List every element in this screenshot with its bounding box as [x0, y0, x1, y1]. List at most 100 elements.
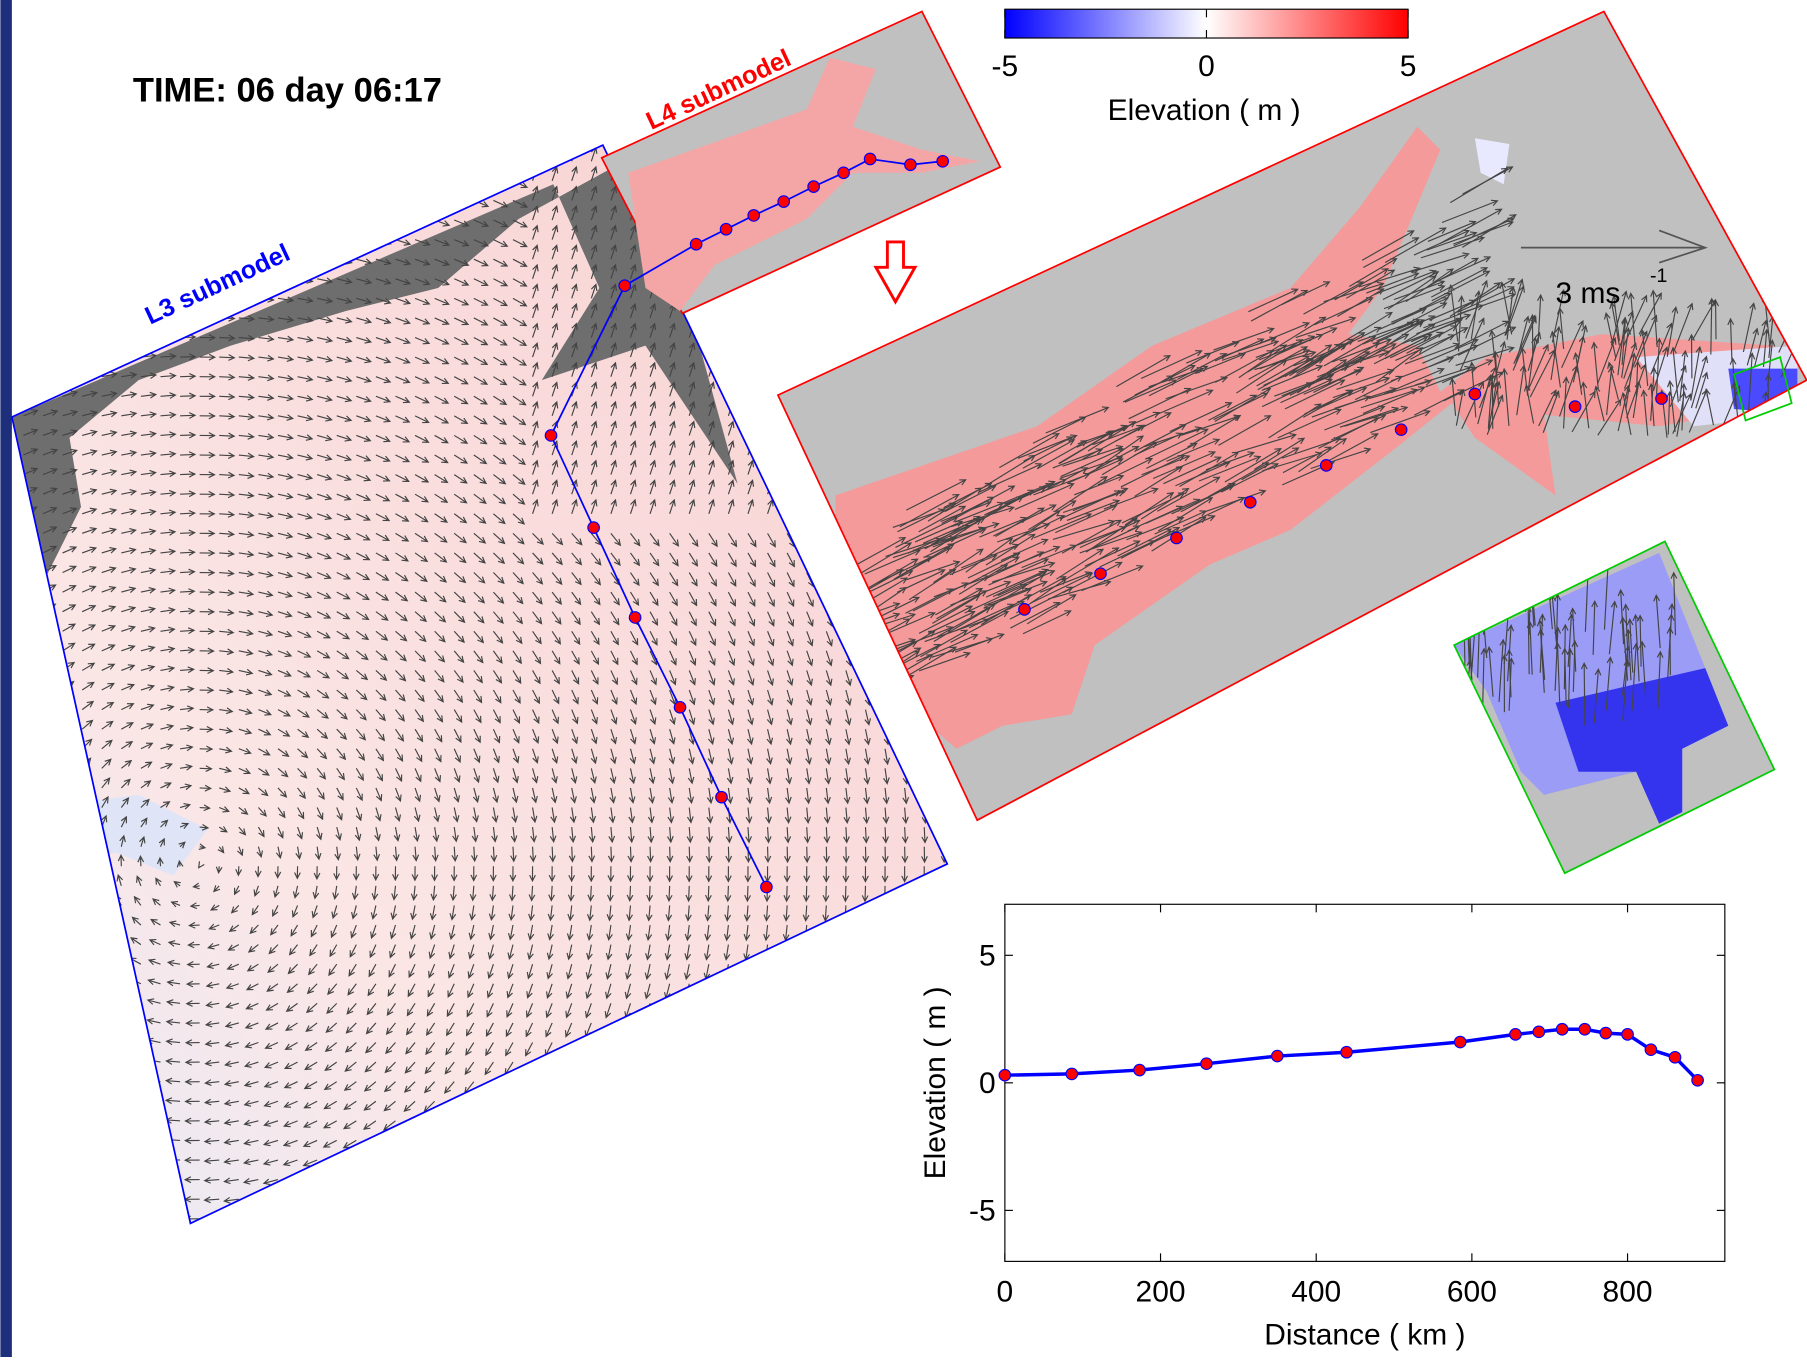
scale-exponent: -1: [1650, 265, 1667, 287]
colorbar-tick-label: -5: [992, 50, 1019, 83]
velocity-arrow: [664, 1003, 670, 1017]
velocity-arrow: [69, 1154, 83, 1160]
velocity-arrow: [56, 933, 63, 944]
velocity-arrow: [258, 179, 273, 185]
data-point: [1622, 1029, 1634, 1041]
velocity-arrow: [91, 976, 101, 984]
velocity-arrow: [884, 710, 890, 725]
velocity-arrow: [128, 1057, 141, 1063]
velocity-arrow: [343, 1219, 357, 1225]
velocity-arrow: [52, 1014, 63, 1023]
velocity-arrow: [63, 371, 78, 377]
velocity-arrow: [820, 1082, 826, 1096]
velocity-arrow: [504, 1101, 513, 1113]
velocity-arrow: [128, 1018, 141, 1023]
velocity-arrow: [415, 161, 430, 167]
velocity-arrow: [59, 873, 65, 886]
velocity-arrow: [90, 1016, 102, 1023]
velocity-arrow: [200, 256, 215, 262]
velocity-arrow: [898, 1219, 905, 1233]
velocity-arrow: [87, 1214, 101, 1220]
transect-point: [716, 791, 728, 803]
velocity-arrow: [524, 1121, 533, 1133]
velocity-arrow: [239, 218, 254, 224]
velocity-arrow: [879, 1101, 885, 1116]
velocity-arrow: [58, 893, 64, 905]
velocity-arrow: [917, 1219, 924, 1233]
velocity-arrow: [121, 236, 136, 242]
velocity-arrow: [121, 177, 136, 183]
velocity-arrow: [43, 738, 51, 749]
data-point: [1645, 1044, 1657, 1056]
velocity-arrow: [82, 255, 97, 261]
velocity-arrow: [63, 176, 78, 182]
velocity-arrow: [34, 993, 43, 1003]
velocity-arrow: [82, 313, 97, 319]
velocity-arrow: [402, 1219, 415, 1227]
velocity-arrow: [99, 854, 105, 866]
velocity-arrow: [200, 198, 215, 204]
data-point: [1600, 1027, 1612, 1039]
data-point: [1454, 1036, 1466, 1048]
velocity-arrow: [683, 1043, 689, 1057]
velocity-arrow: [317, 180, 332, 186]
velocity-arrow: [862, 905, 868, 920]
velocity-arrow: [763, 964, 769, 979]
velocity-arrow: [11, 1113, 23, 1121]
velocity-arrow: [205, 1216, 220, 1222]
velocity-arrow: [865, 304, 871, 318]
velocity-arrow: [865, 265, 871, 279]
velocity-arrow: [43, 254, 58, 260]
velocity-arrow: [356, 220, 371, 226]
velocity-arrow: [146, 1215, 161, 1221]
velocity-arrow: [942, 768, 948, 783]
velocity-arrow: [603, 1121, 611, 1134]
velocity-arrow: [781, 1062, 787, 1076]
velocity-arrow: [49, 1213, 63, 1219]
velocity-arrow: [763, 1003, 769, 1018]
velocity-arrow: [842, 945, 848, 960]
velocity-arrow: [337, 160, 352, 166]
velocity-arrow: [23, 680, 33, 690]
velocity-arrow: [303, 1180, 317, 1186]
velocity-arrow: [787, 500, 793, 514]
transect-point: [588, 522, 600, 534]
transect-point: [619, 280, 631, 292]
velocity-arrow: [23, 234, 38, 240]
velocity-arrow: [783, 964, 789, 979]
velocity-arrow: [423, 1160, 435, 1169]
velocity-arrow: [111, 957, 121, 965]
velocity-arrow: [759, 1219, 767, 1232]
velocity-arrow: [703, 1043, 709, 1057]
velocity-arrow: [787, 324, 793, 338]
velocity-arrow: [383, 1219, 396, 1226]
velocity-arrow: [641, 1199, 650, 1211]
velocity-arrow: [49, 1154, 62, 1160]
velocity-arrow: [542, 1219, 553, 1230]
velocity-arrow: [43, 371, 57, 377]
velocity-arrow: [30, 1133, 43, 1140]
y-tick-label: 0: [979, 1067, 996, 1100]
velocity-arrow: [564, 1082, 571, 1095]
velocity-arrow: [748, 402, 754, 416]
velocity-arrow: [107, 1135, 121, 1141]
velocity-arrow: [624, 1062, 630, 1076]
velocity-arrow: [10, 1192, 23, 1199]
velocity-arrow: [200, 178, 215, 184]
velocity-arrow: [621, 1219, 631, 1231]
velocity-arrow: [30, 1173, 43, 1179]
velocity-arrow: [82, 216, 97, 222]
velocity-arrow: [921, 925, 927, 940]
velocity-arrow: [463, 1180, 474, 1190]
velocity-arrow: [126, 1195, 140, 1201]
velocity-arrow: [644, 1023, 650, 1037]
velocity-arrow: [879, 1140, 885, 1154]
velocity-arrow: [865, 285, 871, 299]
velocity-arrow: [899, 1121, 905, 1135]
velocity-arrow: [141, 334, 156, 340]
velocity-arrow: [127, 1156, 141, 1162]
velocity-arrow: [748, 343, 754, 357]
velocity-arrow: [826, 533, 833, 547]
velocity-arrow: [463, 1160, 474, 1170]
velocity-arrow: [180, 236, 195, 242]
